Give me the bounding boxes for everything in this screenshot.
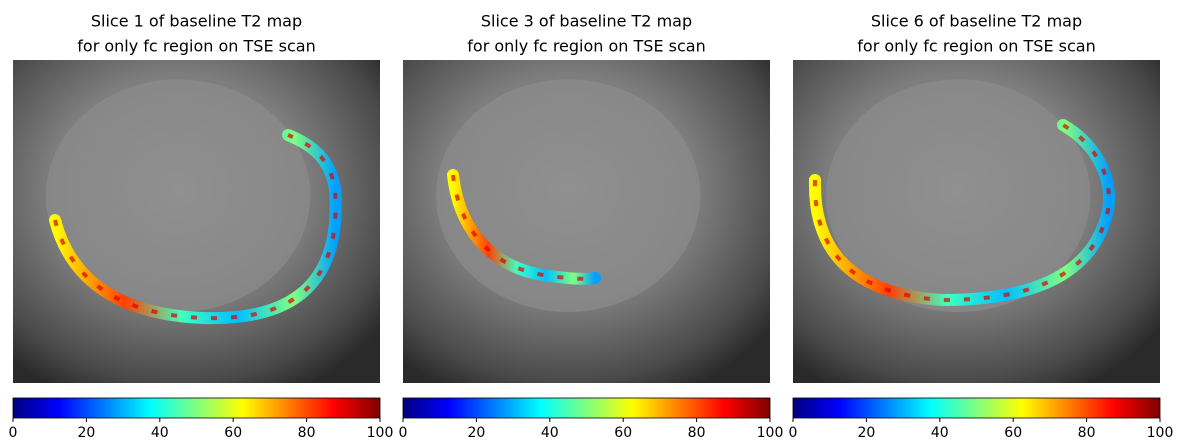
colorbar-tick-label: 80 <box>1078 425 1096 441</box>
cartilage-map-detail <box>451 174 596 281</box>
colorbar <box>12 397 381 419</box>
bone <box>46 79 311 312</box>
panel-title: Slice 6 of baseline T2 map <box>871 12 1082 31</box>
panel-title: Slice 1 of baseline T2 map <box>91 12 302 31</box>
colorbar <box>402 397 771 419</box>
colorbar-tick-label: 60 <box>224 425 242 441</box>
panel-title: for only fc region on TSE scan <box>77 37 315 56</box>
colorbar-tick-label: 0 <box>399 425 408 441</box>
panel-title: for only fc region on TSE scan <box>467 37 705 56</box>
colorbar-tick-label: 80 <box>688 425 706 441</box>
colorbar-tick-label: 20 <box>857 425 875 441</box>
colorbar-tick-label: 100 <box>1147 425 1174 441</box>
bone <box>826 79 1091 312</box>
colorbar-tick-label: 0 <box>9 425 18 441</box>
cartilage-map-detail <box>812 123 1111 303</box>
colorbar-tick-label: 40 <box>151 425 169 441</box>
colorbar-tick-label: 60 <box>614 425 632 441</box>
cartilage-overlay <box>447 169 601 285</box>
colorbar <box>792 397 1161 419</box>
colorbar-tick-label: 40 <box>541 425 559 441</box>
colorbar-tick-label: 100 <box>367 425 394 441</box>
colorbar-tick-label: 60 <box>1004 425 1022 441</box>
colorbar-tick-label: 0 <box>789 425 798 441</box>
panel-title: Slice 3 of baseline T2 map <box>481 12 692 31</box>
colorbar-tick-label: 80 <box>298 425 316 441</box>
colorbar-tick-label: 20 <box>77 425 95 441</box>
cartilage-overlay <box>49 129 342 325</box>
colorbar-tick-label: 20 <box>467 425 485 441</box>
colorbar-tick-label: 100 <box>757 425 784 441</box>
panel-title: for only fc region on TSE scan <box>857 37 1095 56</box>
cartilage-map-detail <box>53 133 338 321</box>
cartilage-overlay <box>808 119 1115 307</box>
colorbar-tick-label: 40 <box>931 425 949 441</box>
